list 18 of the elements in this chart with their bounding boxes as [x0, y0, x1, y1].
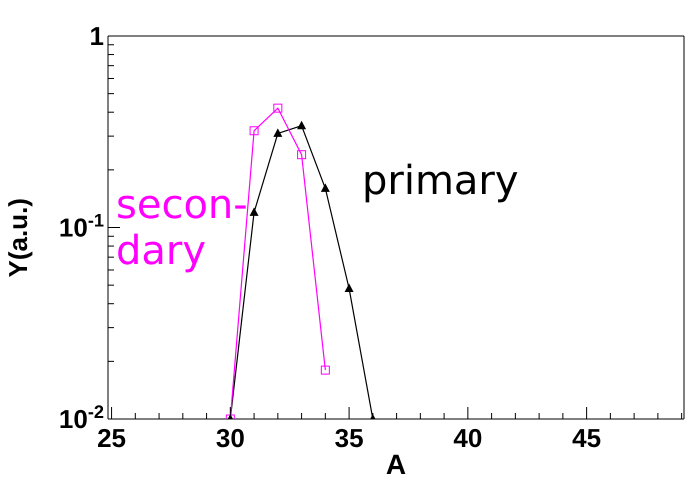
point — [273, 128, 282, 137]
x-tick-label: 35 — [334, 423, 364, 453]
point — [273, 104, 282, 113]
y-tick-label: 1 — [90, 21, 104, 51]
point — [250, 126, 259, 136]
x-tick-label: 30 — [216, 423, 245, 453]
x-tick-label: 45 — [572, 423, 602, 453]
series-label: primary — [362, 158, 519, 204]
x-axis-title: A — [386, 449, 406, 478]
point — [344, 284, 354, 292]
point — [297, 150, 306, 160]
point — [250, 207, 259, 216]
y-axis-title: Y(a.u.) — [3, 198, 34, 278]
x-tick-label: 40 — [453, 423, 482, 453]
point — [297, 120, 306, 130]
series-label: secon- dary — [116, 182, 248, 274]
y-tick-label: 10$^{-1}$ — [58, 210, 104, 242]
point — [320, 183, 330, 192]
